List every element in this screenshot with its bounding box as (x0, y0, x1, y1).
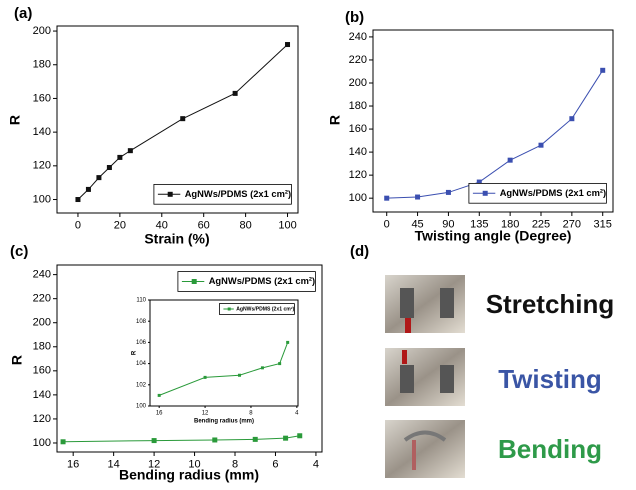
x-tick-label: 16 (156, 410, 163, 416)
y-tick-label: 200 (33, 25, 51, 37)
photo-twisting (385, 348, 465, 406)
data-point (539, 143, 544, 148)
x-tick-label: 14 (108, 459, 120, 471)
y-tick-label: 180 (33, 59, 51, 71)
data-point (75, 197, 80, 202)
y-tick-label: 106 (136, 340, 147, 346)
action-label: Stretching (486, 289, 615, 319)
y-axis-label: R (132, 350, 138, 355)
y-tick-label: 140 (33, 126, 51, 138)
y-tick-label: 180 (349, 100, 367, 112)
y-tick-label: 100 (136, 404, 147, 410)
y-axis-label: R (327, 115, 343, 125)
y-tick-label: 104 (136, 361, 147, 367)
legend-label: AgNWs/PDMS (2x1 cm²) (236, 306, 294, 312)
legend-marker (228, 308, 231, 311)
data-point (238, 374, 241, 377)
data-point (96, 175, 101, 180)
data-point (128, 148, 133, 153)
y-tick-label: 120 (33, 160, 51, 172)
y-tick-label: 120 (33, 413, 51, 425)
legend-marker (168, 192, 173, 197)
data-point (253, 437, 258, 442)
x-tick-label: 16 (67, 459, 79, 471)
x-tick-label: 12 (202, 410, 209, 416)
data-point (569, 116, 574, 121)
legend-label: AgNWs/PDMS (2x1 cm²) (185, 189, 291, 199)
legend-marker (483, 191, 488, 196)
y-tick-label: 160 (33, 365, 51, 377)
y-axis-label: R (7, 115, 23, 125)
x-axis-label: Strain (%) (144, 231, 209, 247)
data-point (61, 439, 66, 444)
y-tick-label: 140 (33, 389, 51, 401)
data-point (384, 196, 389, 201)
data-point (233, 91, 238, 96)
x-tick-label: 20 (114, 220, 126, 232)
y-tick-label: 180 (33, 341, 51, 353)
data-point (286, 341, 289, 344)
y-tick-label: 240 (349, 31, 367, 43)
data-point (261, 366, 264, 369)
y-tick-label: 140 (349, 146, 367, 158)
data-point (117, 155, 122, 160)
data-point (278, 362, 281, 365)
panel-label: (a) (14, 5, 32, 22)
data-point (107, 165, 112, 170)
x-tick-label: 100 (278, 220, 296, 232)
y-tick-label: 100 (33, 193, 51, 205)
photo-stretching (385, 275, 465, 333)
data-point (297, 433, 302, 438)
y-tick-label: 100 (33, 437, 51, 449)
y-tick-label: 108 (136, 319, 147, 325)
data-point (204, 376, 207, 379)
x-axis-label: Twisting angle (Degree) (415, 228, 572, 244)
data-point (283, 436, 288, 441)
x-tick-label: 6 (272, 459, 278, 471)
legend-label: AgNWs/PDMS (2x1 cm²) (500, 188, 606, 198)
panel-label: (c) (10, 243, 28, 260)
y-tick-label: 220 (349, 54, 367, 66)
x-axis-label: Bending radius (mm) (119, 467, 259, 483)
y-tick-label: 160 (349, 123, 367, 135)
y-tick-label: 110 (136, 298, 146, 304)
data-point (152, 438, 157, 443)
figure: (d) Stretching Twisting Bending 02040608… (0, 0, 636, 490)
action-label: Twisting (498, 364, 602, 394)
y-axis-label: R (9, 355, 25, 365)
data-point (446, 190, 451, 195)
data-point (508, 158, 513, 163)
data-point (86, 187, 91, 192)
panel-label: (d) (350, 243, 369, 260)
legend-label: AgNWs/PDMS (2x1 cm²) (209, 276, 315, 286)
legend-marker (192, 279, 197, 284)
x-tick-label: 0 (384, 219, 390, 231)
y-tick-label: 220 (33, 293, 51, 305)
y-tick-label: 240 (33, 269, 51, 281)
y-tick-label: 102 (136, 382, 147, 388)
x-tick-label: 4 (313, 459, 319, 471)
data-point (212, 437, 217, 442)
panel-label: (b) (345, 9, 364, 26)
x-tick-label: 80 (239, 220, 251, 232)
y-tick-label: 200 (33, 317, 51, 329)
data-point (285, 42, 290, 47)
y-tick-label: 160 (33, 92, 51, 104)
photo-bending (385, 420, 465, 478)
action-label: Bending (498, 434, 602, 464)
x-axis-label: Bending radius (mm) (194, 419, 254, 425)
data-point (600, 68, 605, 73)
y-tick-label: 100 (349, 192, 367, 204)
data-point (158, 394, 161, 397)
data-point (415, 195, 420, 200)
y-tick-label: 120 (349, 169, 367, 181)
x-tick-label: 0 (75, 220, 81, 232)
data-point (180, 116, 185, 121)
x-tick-label: 315 (594, 219, 612, 231)
y-tick-label: 200 (349, 77, 367, 89)
